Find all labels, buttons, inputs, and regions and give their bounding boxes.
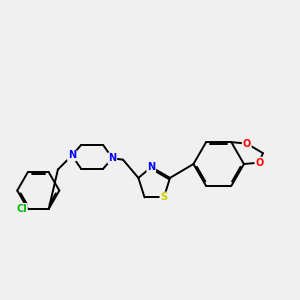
Text: N: N: [68, 151, 76, 160]
Text: S: S: [160, 192, 167, 203]
Text: N: N: [147, 162, 155, 172]
Text: Cl: Cl: [16, 204, 27, 214]
Text: N: N: [108, 153, 116, 163]
Text: O: O: [255, 158, 263, 168]
Text: O: O: [243, 139, 251, 148]
